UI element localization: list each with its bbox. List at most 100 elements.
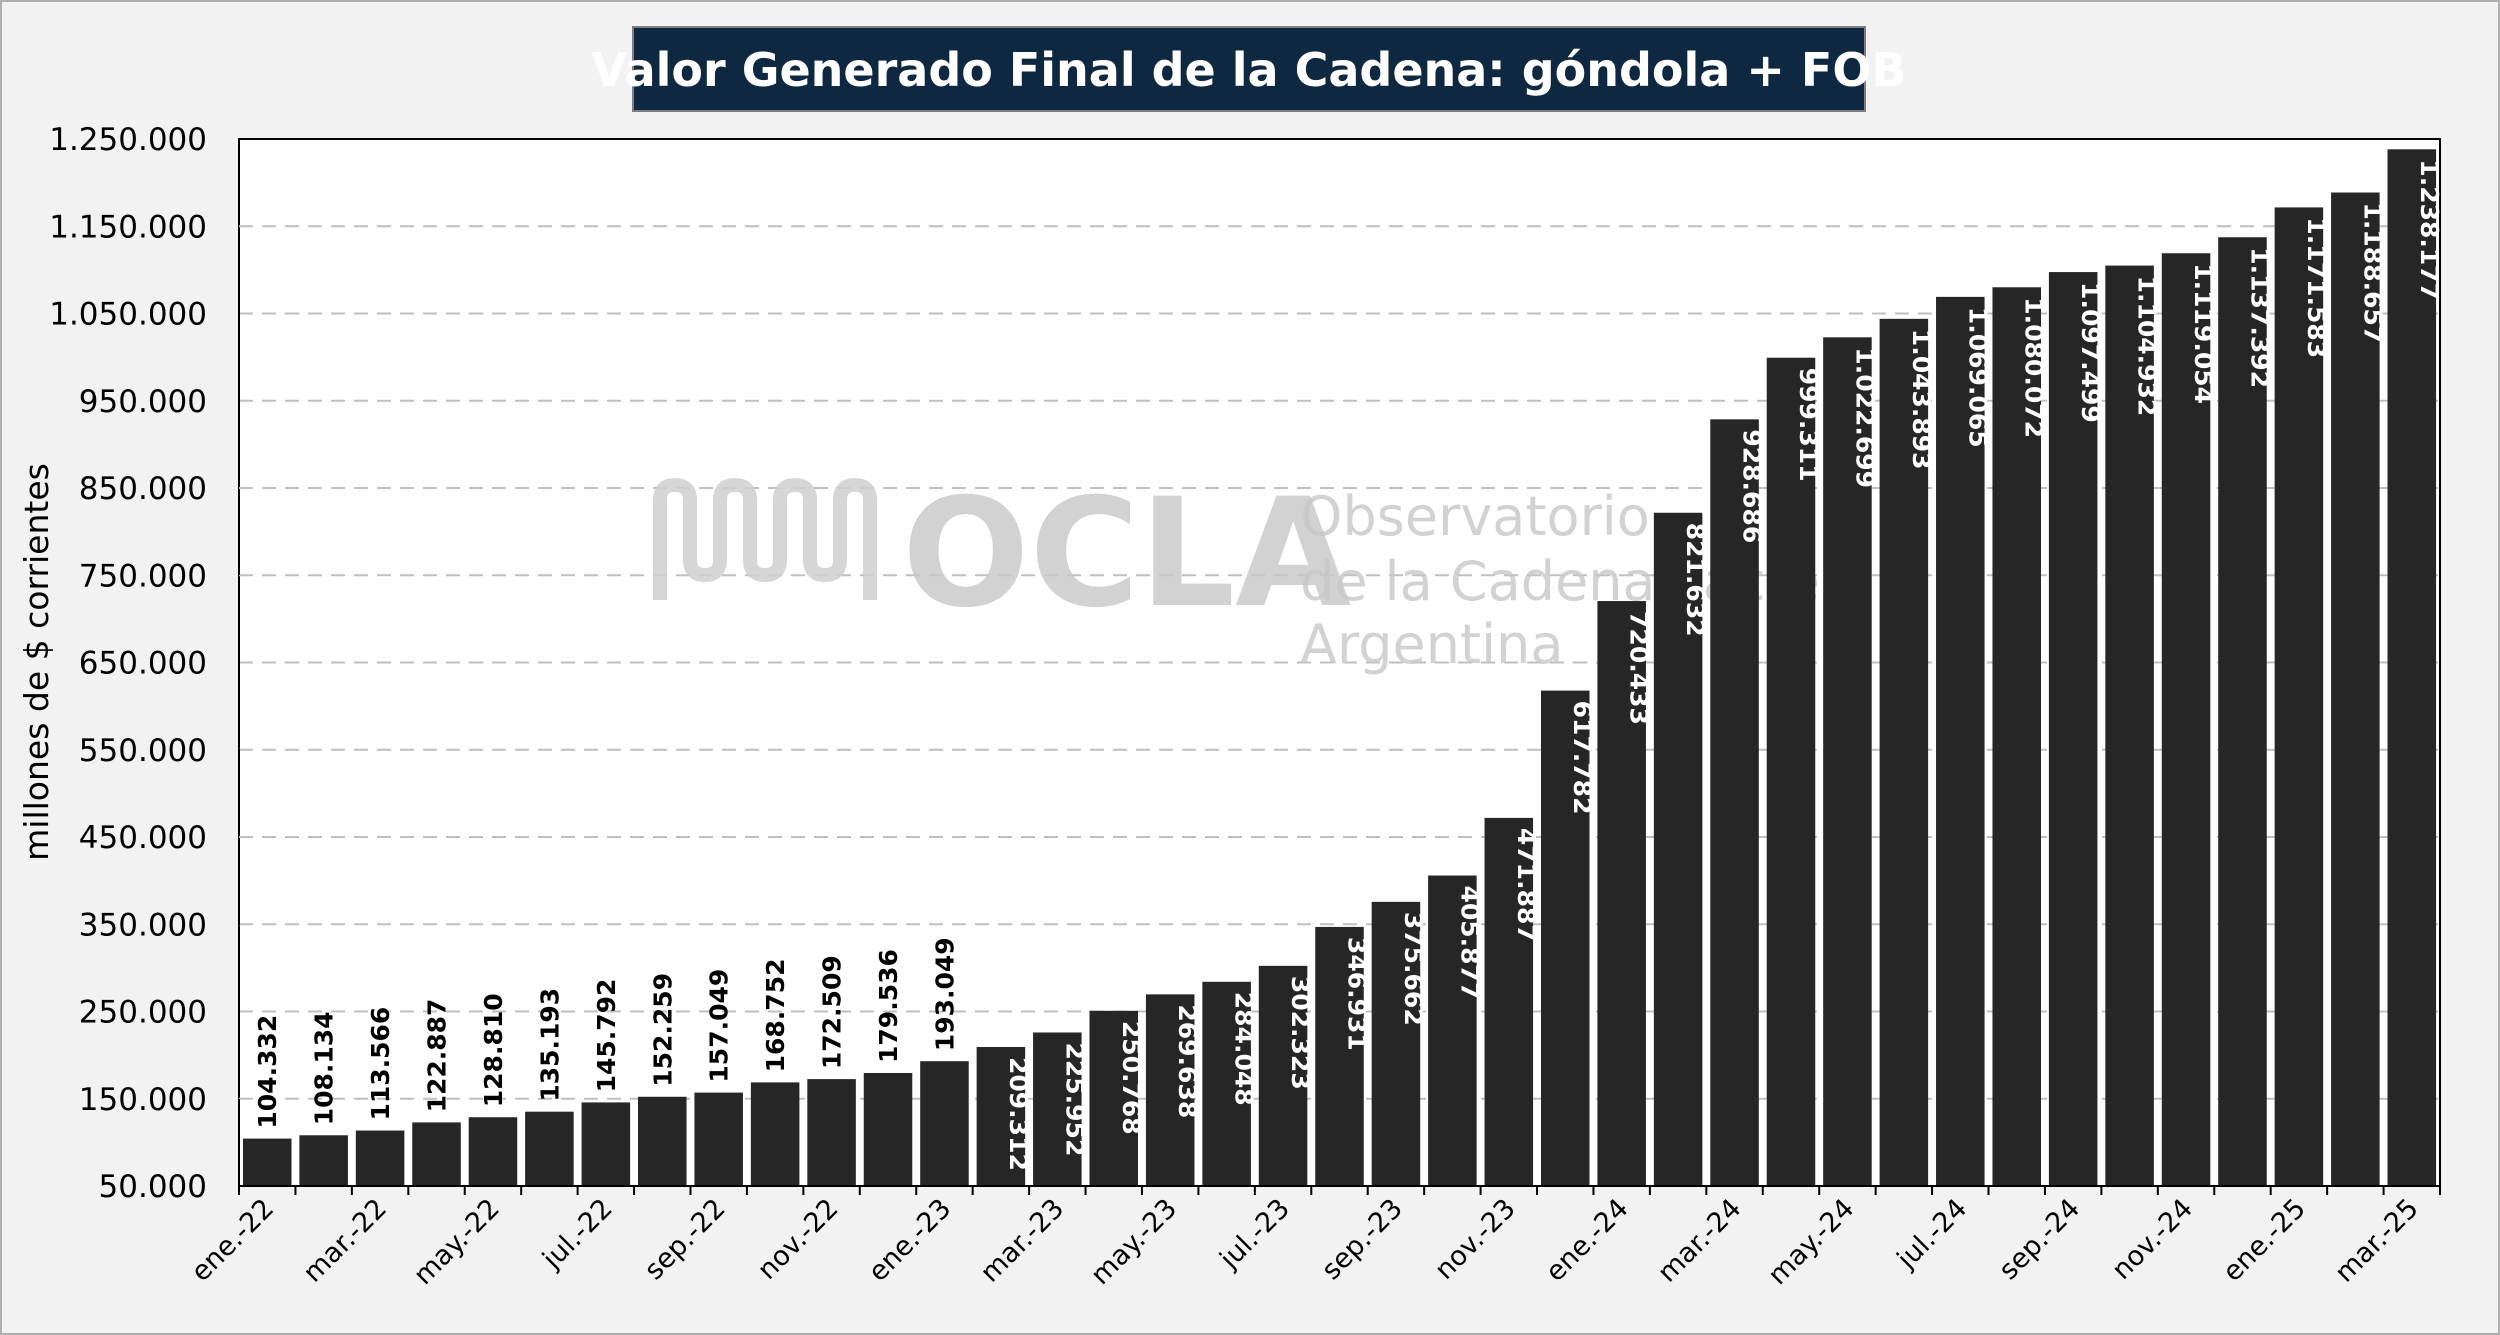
bar xyxy=(525,1111,574,1186)
bar-data-label: 1.043.893 xyxy=(1907,329,1936,470)
bar xyxy=(2274,207,2324,1187)
bar xyxy=(581,1102,631,1186)
bar xyxy=(1597,601,1646,1186)
x-tick-label: jul.-23 xyxy=(1213,1193,1296,1276)
y-tick-label: 150.000 xyxy=(79,1082,207,1118)
x-tick-label: jul.-22 xyxy=(536,1193,619,1276)
x-tick-label: ene.-24 xyxy=(1540,1193,1635,1288)
watermark-line-1: Observatorio xyxy=(1300,485,1650,548)
bar-data-label: 269.638 xyxy=(1173,1004,1202,1118)
x-tick-label: mar.-25 xyxy=(2329,1193,2425,1289)
bar xyxy=(976,1047,1026,1186)
y-tick-label: 350.000 xyxy=(79,907,207,943)
bar-data-label: 104.332 xyxy=(253,1015,282,1129)
bar xyxy=(468,1117,518,1186)
y-tick-label: 1.150.000 xyxy=(49,209,207,245)
y-axis-label: millones de $ corrientes xyxy=(17,463,56,861)
bar-data-label: 157.049 xyxy=(705,969,734,1083)
bar xyxy=(1766,357,1816,1186)
bar xyxy=(694,1092,743,1186)
x-tick-label: mar.-24 xyxy=(1652,1193,1748,1289)
bar xyxy=(242,1138,292,1186)
bar-data-label: 1.238.177 xyxy=(2415,159,2444,300)
chart-title: Valor Generado Final de la Cadena: góndo… xyxy=(592,43,1907,97)
bar xyxy=(2218,237,2267,1186)
bar xyxy=(1033,1032,1082,1186)
y-axis-ticks: 1.250.000 1.150.000 1.050.000 950.000 850.00… xyxy=(49,122,207,1205)
watermark-line-2: de la Cadena Láctea xyxy=(1300,550,1853,613)
x-tick-label: jul.-24 xyxy=(1891,1193,1974,1276)
bar xyxy=(1653,512,1703,1186)
bar-data-label: 302.323 xyxy=(1286,976,1315,1090)
bar xyxy=(1879,318,1929,1186)
y-tick-label: 1.250.000 xyxy=(49,122,207,158)
x-tick-label: sep.-23 xyxy=(1316,1193,1409,1286)
bar-data-label: 1.137.392 xyxy=(2245,247,2274,388)
bar xyxy=(2387,149,2437,1187)
ocla-watermark: OCLA Observatorio de la Cadena Láctea Ar… xyxy=(653,467,1853,676)
bar xyxy=(2331,192,2380,1186)
bar-data-label: 999.311 xyxy=(1794,368,1823,482)
y-tick-label: 550.000 xyxy=(79,733,207,769)
bar xyxy=(355,1130,405,1186)
title-box xyxy=(632,26,1866,112)
x-tick-label: may.-23 xyxy=(1085,1193,1183,1291)
bar xyxy=(412,1122,461,1186)
bar-data-label: 1.097.499 xyxy=(2076,282,2105,423)
bar-data-label: 1.080.072 xyxy=(2020,297,2049,438)
bar xyxy=(299,1135,348,1186)
x-axis-ticks: ene.-22 mar.-22 may.-22 jul.-22 sep.-22 nov.-… xyxy=(185,1186,2441,1291)
bar-data-label: 1.069.065 xyxy=(1963,307,1992,448)
x-tick-label: ene.-25 xyxy=(2217,1193,2312,1288)
x-tick-label: nov.-24 xyxy=(2106,1193,2199,1286)
data-labels: 104.332 108.134 113.566 122.887 128.810 135.1… xyxy=(253,159,2444,1171)
bar-data-label: 405.877 xyxy=(1455,885,1484,999)
bar-data-label: 928.686 xyxy=(1738,429,1767,543)
bar-data-label: 135.193 xyxy=(535,988,564,1102)
bar-data-label: 1.022.699 xyxy=(1850,347,1879,488)
bars xyxy=(242,149,2437,1187)
bar-data-label: 250.768 xyxy=(1117,1021,1146,1135)
y-tick-label: 650.000 xyxy=(79,646,207,682)
bar-data-label: 375.662 xyxy=(1399,912,1428,1026)
bar-data-label: 720.433 xyxy=(1625,611,1654,725)
bar xyxy=(1936,296,1985,1186)
y-tick-label: 750.000 xyxy=(79,558,207,594)
bar xyxy=(1089,1010,1139,1186)
bar-data-label: 1.104.932 xyxy=(2133,276,2162,417)
bar xyxy=(1823,337,1872,1186)
bar-data-label: 152.259 xyxy=(648,973,677,1087)
y-tick-label: 1.050.000 xyxy=(49,297,207,333)
bar-data-label: 225.952 xyxy=(1060,1042,1089,1156)
y-tick-label: 50.000 xyxy=(99,1169,207,1205)
bar xyxy=(1371,901,1421,1186)
bar-data-label: 168.752 xyxy=(761,959,790,1073)
bar xyxy=(1484,817,1534,1186)
bar xyxy=(1202,981,1251,1186)
y-tick-label: 450.000 xyxy=(79,820,207,856)
x-tick-label: sep.-24 xyxy=(1993,1193,2086,1286)
bar-data-label: 617.782 xyxy=(1568,701,1597,815)
bar xyxy=(863,1072,913,1186)
bar xyxy=(1428,875,1477,1186)
bar xyxy=(2048,272,2098,1186)
bar-data-label: 172.509 xyxy=(818,955,847,1069)
bar-data-label: 1.188.657 xyxy=(2358,203,2387,344)
bar xyxy=(2105,265,2154,1186)
bar xyxy=(1540,690,1590,1186)
bar-data-label: 128.810 xyxy=(479,993,508,1107)
x-tick-label: mar.-22 xyxy=(297,1193,393,1289)
bar xyxy=(1315,926,1364,1186)
bar-data-label: 179.536 xyxy=(874,949,903,1063)
x-tick-label: sep.-22 xyxy=(639,1193,732,1286)
bar xyxy=(750,1082,800,1186)
bar-data-label: 346.931 xyxy=(1343,937,1372,1051)
ocla-logo-mark xyxy=(653,477,877,600)
bar-data-label: 108.134 xyxy=(310,1011,339,1125)
bar xyxy=(2161,253,2211,1187)
x-tick-label: may.-24 xyxy=(1762,1193,1860,1291)
bar-data-label: 1.119.054 xyxy=(2189,263,2218,404)
bar xyxy=(807,1079,856,1186)
x-tick-label: nov.-23 xyxy=(1429,1193,1522,1286)
